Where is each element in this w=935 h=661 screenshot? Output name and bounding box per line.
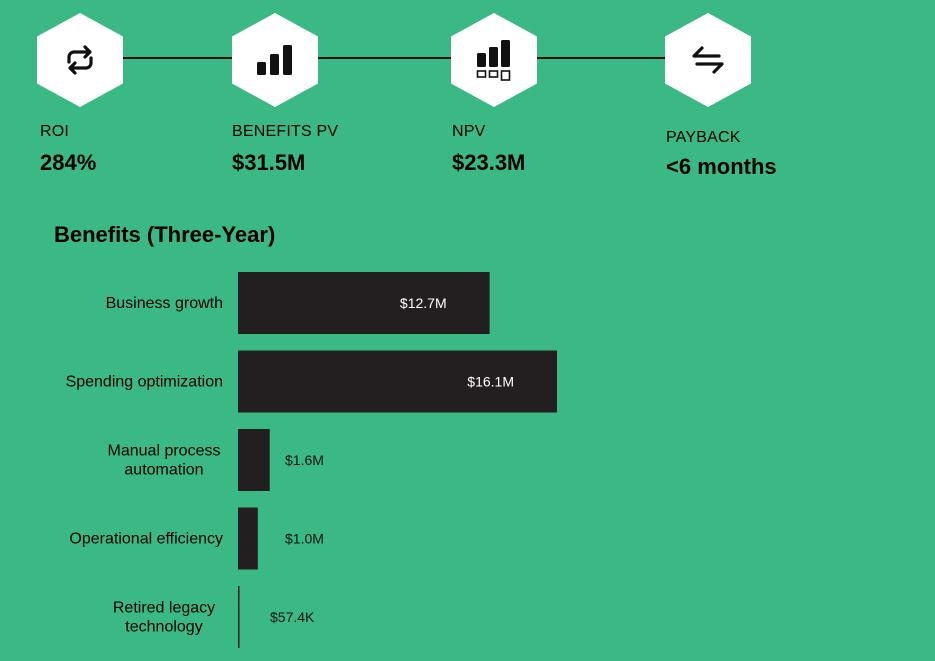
value-label: $1.6M — [285, 452, 324, 468]
category-label: Retired legacy technology — [113, 600, 215, 636]
exchange-arrows-icon — [692, 46, 724, 74]
bar-1 — [238, 272, 490, 334]
roi-label: ROI — [40, 123, 70, 140]
value-label: $16.1M — [467, 374, 514, 390]
connector-line — [312, 57, 458, 59]
bar-5 — [238, 586, 240, 648]
bar-3 — [238, 429, 270, 491]
connector-line — [118, 57, 238, 59]
bar-4 — [238, 507, 258, 570]
bar-2 — [238, 350, 557, 413]
category-label: Operational efficiency — [69, 531, 223, 548]
npv-label: NPV — [452, 123, 486, 140]
category-label: Business growth — [106, 295, 223, 312]
category-label: Spending optimization — [66, 374, 223, 391]
refresh-icon — [67, 45, 93, 75]
roi-value: 284% — [40, 150, 97, 175]
category-label: Manual process automation — [108, 443, 221, 479]
connector-line — [532, 57, 672, 59]
bar-chart-icon — [257, 45, 292, 75]
payback-value: <6 months — [666, 154, 777, 179]
benefits-pv-label: BENEFITS PV — [232, 123, 339, 140]
chart-title: Benefits (Three-Year) — [54, 222, 276, 247]
value-label: $57.4K — [270, 609, 315, 625]
npv-value: $23.3M — [452, 150, 526, 175]
value-label: $1.0M — [285, 531, 324, 547]
value-label: $12.7M — [400, 295, 447, 311]
benefits-pv-value: $31.5M — [232, 150, 306, 175]
bar-chart-squares-icon — [476, 40, 511, 81]
payback-label: PAYBACK — [666, 129, 741, 146]
